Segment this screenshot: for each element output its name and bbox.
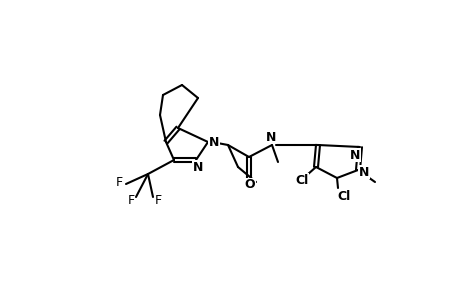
Text: N: N [208,136,218,148]
Text: N: N [192,160,203,173]
Text: N: N [265,130,275,143]
Text: O: O [244,178,255,191]
Text: F: F [154,194,161,208]
Text: N: N [358,166,369,178]
Text: F: F [127,194,134,208]
Text: N: N [349,148,359,161]
Text: Cl: Cl [295,173,308,187]
Text: Cl: Cl [336,190,350,202]
Text: F: F [115,176,122,190]
